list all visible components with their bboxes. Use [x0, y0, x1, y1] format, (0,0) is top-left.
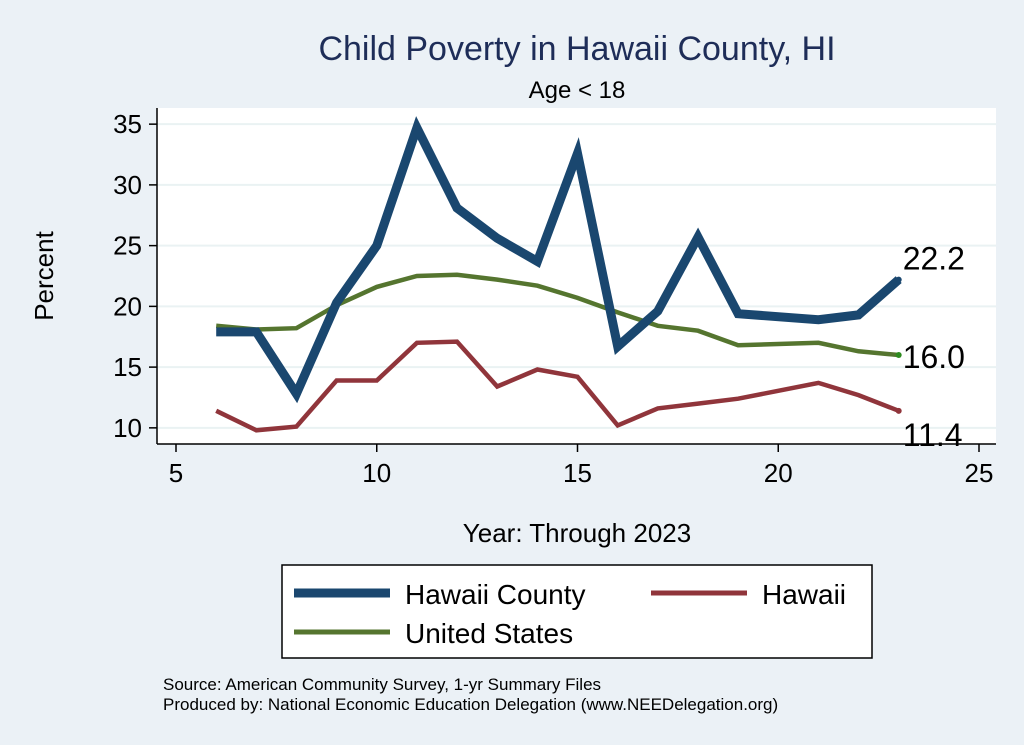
axis-ticks: 10 15 20 25 30 35 5 10 15 20 25 [113, 109, 993, 488]
legend: Hawaii County Hawaii United States [294, 579, 846, 649]
legend-box [281, 564, 873, 659]
series-end-marker [895, 276, 902, 283]
chart-title: Child Poverty in Hawaii County, HI [318, 30, 835, 68]
end-label-hawaii-county: 22.2 [903, 241, 965, 277]
y-tick-label: 10 [113, 413, 142, 443]
end-label-hawaii: 11.4 [903, 417, 963, 453]
x-tick-label: 25 [965, 458, 994, 488]
series-end-marker [895, 407, 902, 414]
y-tick-label: 30 [113, 170, 142, 200]
legend-label: Hawaii [762, 579, 846, 610]
end-label-united-states: 16.0 [903, 339, 965, 375]
y-tick-label: 20 [113, 291, 142, 321]
chart-subtitle: Age < 18 [529, 77, 626, 104]
y-axis-title: Percent [29, 230, 59, 320]
x-tick-label: 20 [764, 458, 793, 488]
y-tick-label: 25 [113, 231, 142, 261]
source-line-2: Produced by: National Economic Education… [163, 695, 778, 714]
y-tick-label: 15 [113, 352, 142, 382]
legend-label: United States [405, 618, 573, 649]
legend-label: Hawaii County [405, 579, 586, 610]
series-line-hawaii-county [216, 116, 902, 404]
x-tick-label: 5 [169, 458, 183, 488]
y-tick-label: 35 [113, 109, 142, 139]
series-lines [215, 116, 902, 433]
series-line-united-states [215, 272, 899, 358]
x-tick-label: 15 [563, 458, 592, 488]
source-line-1: Source: American Community Survey, 1-yr … [163, 675, 601, 694]
x-axis-title: Year: Through 2023 [463, 518, 691, 548]
x-tick-label: 10 [362, 458, 391, 488]
series-line-hawaii [215, 339, 900, 433]
end-labels: 11.4 16.0 22.2 [903, 241, 965, 453]
series-end-marker [895, 351, 902, 358]
